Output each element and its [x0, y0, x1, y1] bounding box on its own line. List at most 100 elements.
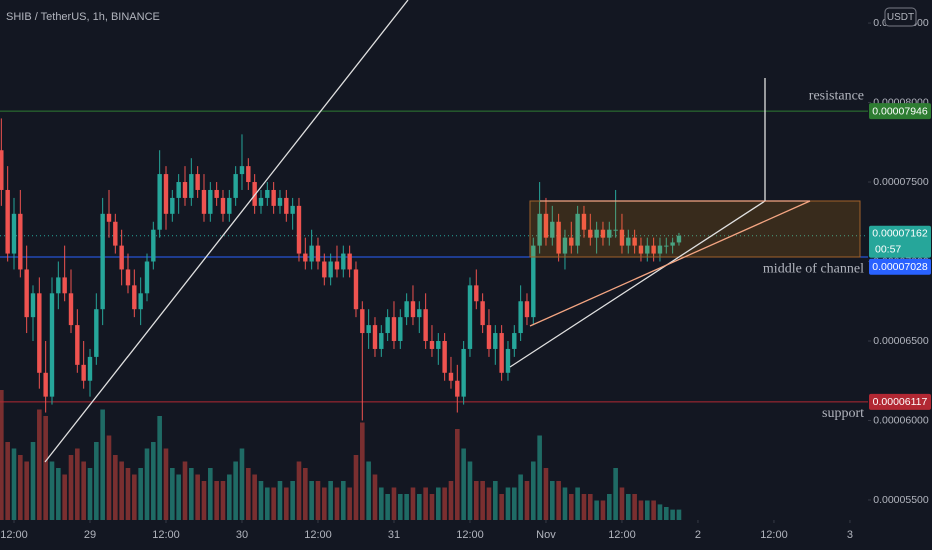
candle-body — [246, 166, 251, 183]
candle-body — [322, 261, 327, 278]
candle-body — [436, 340, 441, 349]
candle-body — [239, 166, 245, 175]
volume-bar — [220, 481, 226, 520]
candle-body — [132, 285, 137, 310]
y-tick-label: 0.00006000 — [873, 414, 929, 426]
countdown: 00:57 — [875, 244, 901, 256]
currency-badge[interactable] — [884, 7, 917, 27]
volume-bar — [214, 481, 219, 520]
volume-bar — [518, 474, 523, 520]
candle-body — [480, 301, 485, 326]
candle-body — [296, 205, 302, 254]
candle-body — [315, 245, 321, 262]
volume-bar — [455, 429, 460, 520]
volume-bar — [75, 448, 80, 520]
candle-body — [398, 317, 403, 341]
volume-bar — [176, 474, 181, 520]
volume-bar — [239, 448, 245, 520]
x-tick-label: 12:00 — [152, 529, 180, 541]
candle-body — [68, 293, 74, 326]
volume-bar — [600, 500, 606, 520]
candle-body — [651, 245, 656, 254]
volume-bar — [265, 487, 270, 520]
candle-body — [151, 229, 156, 262]
candle-body — [638, 245, 644, 254]
candle-body — [176, 182, 181, 198]
volume-bar — [113, 455, 118, 520]
volume-bar — [461, 448, 466, 520]
x-tick-label: 12:00 — [608, 529, 636, 541]
volume-bar — [144, 448, 150, 520]
candle-body — [94, 309, 99, 357]
level-price-box — [869, 103, 931, 120]
volume-bar — [543, 468, 549, 520]
volume-bar — [157, 416, 162, 520]
volume-bar — [651, 500, 656, 520]
volume-bar — [132, 474, 137, 520]
candle-body — [543, 213, 549, 238]
candle-body — [258, 197, 264, 206]
currency: USDT — [887, 12, 914, 23]
volume-bar — [379, 487, 384, 520]
volume-bar — [474, 481, 479, 520]
candle-body — [619, 229, 625, 246]
volume-bar — [0, 390, 4, 520]
candle-body — [645, 245, 650, 254]
channel-box — [529, 200, 861, 258]
volume-bar — [68, 455, 74, 520]
candle-body — [626, 237, 631, 246]
candle-body — [37, 293, 42, 373]
candle-body — [157, 174, 162, 230]
candle-body — [385, 317, 390, 334]
volume-bar — [594, 500, 599, 520]
candle-body — [182, 182, 188, 198]
volume-bar — [372, 474, 378, 520]
x-tick-label: 12:00 — [760, 529, 788, 541]
candle-body — [170, 197, 175, 214]
volume-bar — [670, 509, 675, 520]
candle-body — [189, 174, 194, 198]
volume-bar — [334, 487, 340, 520]
volume-bar — [163, 448, 169, 520]
candle-body — [600, 229, 606, 238]
candle-body — [455, 380, 460, 397]
volume-bar — [30, 442, 36, 520]
volume-bar — [271, 487, 276, 520]
volume-bar — [442, 487, 447, 520]
candle-body — [493, 333, 498, 349]
volume-bar — [562, 487, 568, 520]
volume-bar — [404, 494, 409, 520]
x-tick-label: 12:00 — [0, 529, 28, 541]
volume-bar — [315, 481, 321, 520]
candle-body — [195, 174, 200, 190]
volume-bar — [195, 474, 200, 520]
candle-body — [119, 245, 124, 270]
candle-body — [360, 309, 365, 334]
volume-bar — [619, 487, 625, 520]
volume-bar — [512, 487, 517, 520]
volume-bar — [606, 494, 612, 520]
x-tick-label: 29 — [84, 529, 96, 541]
candle-body — [467, 285, 473, 349]
candle-body — [11, 213, 17, 254]
candle-body — [404, 301, 409, 318]
volume-bar — [322, 487, 327, 520]
volume-bar — [644, 500, 650, 520]
volume-bar — [309, 481, 314, 520]
candle-body — [220, 197, 226, 214]
volume-bar — [182, 461, 188, 520]
candle-body — [303, 253, 308, 262]
candle-body — [163, 174, 169, 214]
y-tick-label: 0.00007500 — [873, 176, 929, 188]
level-name: resistance — [809, 88, 864, 103]
candle-body — [265, 189, 270, 198]
level-price-label: 0.00007028 — [872, 261, 928, 273]
candle-body — [448, 372, 454, 381]
last-price-box — [869, 225, 931, 258]
volume-bar — [18, 455, 23, 520]
candle-body — [569, 237, 574, 246]
volume-bar — [398, 494, 403, 520]
candle-body — [62, 277, 67, 294]
volume-bar — [284, 487, 289, 520]
volume-bar — [290, 481, 295, 520]
